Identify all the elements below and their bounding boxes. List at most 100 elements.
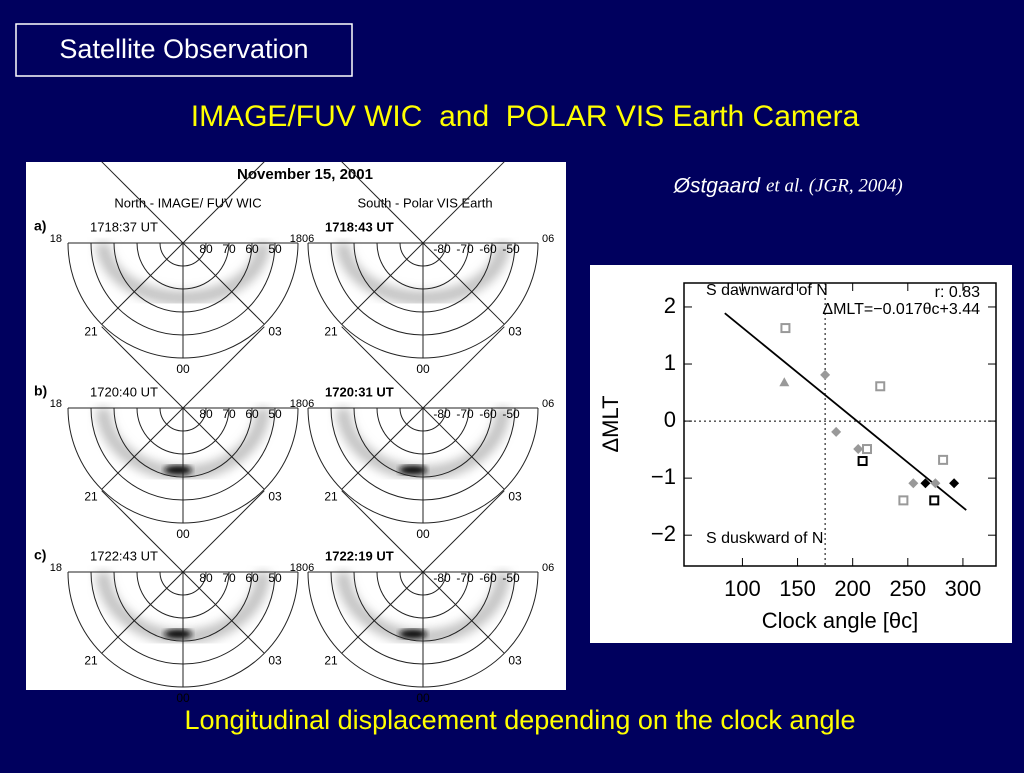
mlt-label: 03 [508,489,522,503]
mlt-label: 18 [50,562,62,574]
point [779,377,790,387]
mlt-label: 00 [416,691,430,705]
aurora-spot [164,465,192,475]
point [780,323,791,334]
lat-label: 80 [199,242,213,256]
fit-line [724,312,967,511]
lat-label: -60 [479,242,497,256]
y-axis-label: ΔMLT [598,395,623,452]
chart-panel [590,265,1012,643]
lat-label: 60 [245,407,259,421]
header: Satellite Observation [59,34,308,64]
lat-label: 60 [245,571,259,585]
axis-line [341,326,505,490]
time-label: 1720:40 UT [90,384,158,399]
point [929,495,940,506]
mlt-label: 18 [50,398,62,410]
lat-label: -50 [502,407,520,421]
time-label: 1720:31 UT [325,384,394,399]
header-box [15,23,353,77]
y-tick-label: 0 [664,407,676,432]
mlt-label: 03 [268,489,282,503]
mlt-label: 18 [290,562,302,574]
lat-label: -50 [502,242,520,256]
annotation: S dawnward of N [706,282,828,299]
lat-label: 50 [268,242,282,256]
citation-author: Østgaard [673,175,762,198]
citation-ref: et al. (JGR, 2004) [766,175,903,196]
mlt-label: 21 [324,324,338,338]
time-label: 1718:43 UT [325,219,394,234]
mlt-label: 06 [542,562,554,574]
point [831,426,842,437]
column-label: North - IMAGE/ FUV WIC [114,195,261,210]
aurora-spot [399,465,427,475]
mlt-label: 21 [84,324,98,338]
aurora-spot [399,629,427,639]
point [938,454,949,465]
point [857,456,868,467]
x-tick-label: 100 [724,576,761,601]
mlt-label: 06 [302,562,314,574]
point [853,444,864,455]
y-tick-label: −1 [651,464,676,489]
annotation: r: 0.83 [935,284,980,301]
lat-label: -80 [433,407,451,421]
lat-label: 50 [268,407,282,421]
title: IMAGE/FUV WIC and POLAR VIS Earth Camera [191,100,860,133]
x-axis-label: Clock angle [θc] [762,608,919,633]
mlt-label: 06 [302,233,314,245]
chart: 100 150 200 250 300 −2 −1 0 1 2 S dawnward of N r: … [598,282,997,633]
lat-label: 50 [268,571,282,585]
point [898,495,909,506]
x-tick-label: 300 [945,576,982,601]
lat-label: -80 [433,571,451,585]
lat-label: -70 [456,571,474,585]
row-label: b) [34,383,47,399]
polar-plot: 1720:31 UT -80 -70 -60 -50 18 06 21 03 00 [290,326,554,541]
mlt-label: 00 [176,691,190,705]
time-label: 1718:37 UT [90,219,158,234]
mlt-label: 06 [542,398,554,410]
axis-line [101,490,265,654]
mlt-label: 03 [508,653,522,667]
axis-line [101,161,265,325]
lat-label: -70 [456,407,474,421]
axis-line [101,326,265,490]
x-tick-label: 250 [889,576,926,601]
mlt-label: 03 [268,324,282,338]
point [920,478,931,489]
lat-label: -50 [502,571,520,585]
mlt-label: 00 [416,527,430,541]
x-tick-label: 150 [779,576,816,601]
caption: Longitudinal displacement depending on t… [185,705,856,735]
y-tick-label: 1 [664,350,676,375]
lat-label: 70 [222,571,236,585]
mlt-label: 21 [324,653,338,667]
time-label: 1722:19 UT [325,548,394,563]
row-label: a) [34,218,46,234]
mlt-label: 06 [542,233,554,245]
lat-label: 70 [222,242,236,256]
lat-label: -80 [433,242,451,256]
plot-frame [683,282,997,567]
point [875,381,886,392]
axis-line [341,161,505,325]
point [820,369,831,380]
annotation: ΔMLT=−0.017θc+3.44 [822,301,980,318]
lat-label: 80 [199,407,213,421]
mlt-label: 18 [290,398,302,410]
lat-label: -60 [479,407,497,421]
mlt-label: 00 [176,362,190,376]
point [949,478,960,489]
mlt-label: 03 [268,653,282,667]
mlt-label: 21 [84,489,98,503]
y-tick-label: 2 [664,293,676,318]
